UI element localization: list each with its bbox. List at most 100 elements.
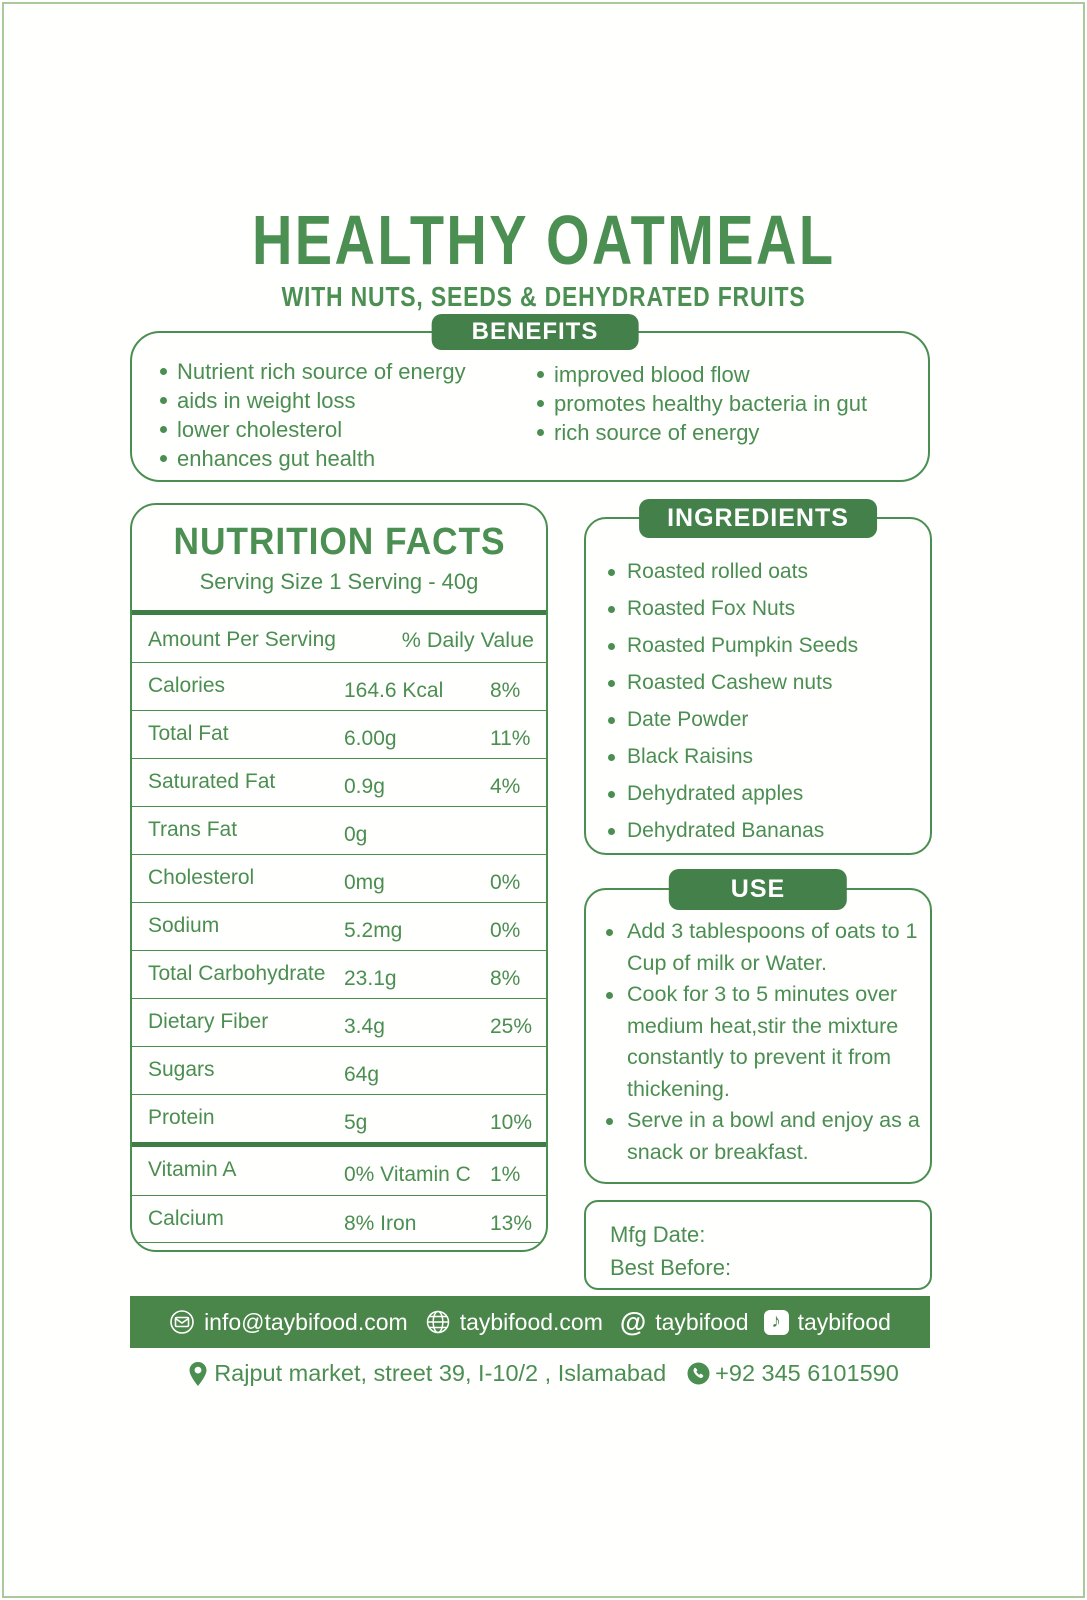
nutrient-label: Vitamin A xyxy=(148,1158,237,1181)
ingredient-text: Dehydrated Bananas xyxy=(627,819,825,842)
nutrient-amount: 0mg xyxy=(344,871,385,894)
address-row: Rajput market, street 39, I-10/2 , Islam… xyxy=(0,1360,1087,1387)
benefit-text: promotes healthy bacteria in gut xyxy=(554,391,868,416)
use-list: Add 3 tablespoons of oats to 1 Cup of mi… xyxy=(606,916,920,1168)
list-item: Roasted Cashew nuts xyxy=(608,672,858,694)
ingredient-text: Roasted Cashew nuts xyxy=(627,671,833,694)
bullet-icon xyxy=(160,426,167,433)
nutrient-dv: 25% xyxy=(490,1015,533,1038)
column-header-dv: % Daily Value xyxy=(401,628,534,652)
nutrient-label: Saturated Fat xyxy=(148,770,276,793)
header: HEALTHY OATMEAL xyxy=(0,205,1087,275)
use-step-text: Add 3 tablespoons of oats to 1 Cup of mi… xyxy=(627,919,918,975)
benefit-text: improved blood flow xyxy=(554,362,750,387)
nutrition-title: NUTRITION FACTS xyxy=(132,523,546,561)
ingredient-text: Roasted Pumpkin Seeds xyxy=(627,634,859,657)
table-row: Saturated Fat 0.9g 4% xyxy=(132,758,546,806)
table-row: Calcium 8% Iron 13% xyxy=(132,1195,546,1243)
ingredients-box: Roasted rolled oats Roasted Fox Nuts Roa… xyxy=(584,517,932,855)
list-item: improved blood flow xyxy=(537,360,867,389)
list-item: Nutrient rich source of energy xyxy=(160,357,466,386)
bullet-icon xyxy=(608,606,615,613)
list-item: promotes healthy bacteria in gut xyxy=(537,389,867,418)
benefit-text: rich source of energy xyxy=(554,420,760,445)
nutrient-label: Sugars xyxy=(148,1058,215,1081)
use-step-text: Cook for 3 to 5 minutes over medium heat… xyxy=(627,982,899,1101)
ingredients-list: Roasted rolled oats Roasted Fox Nuts Roa… xyxy=(608,561,858,857)
ingredient-text: Black Raisins xyxy=(627,745,754,768)
benefits-heading-badge: BENEFITS xyxy=(431,314,639,350)
benefits-box: Nutrient rich source of energy aids in w… xyxy=(130,331,930,482)
page-title: HEALTHY OATMEAL xyxy=(251,201,836,279)
whatsapp-icon xyxy=(686,1361,711,1386)
phone-text: +92 345 6101590 xyxy=(715,1360,899,1386)
instagram-icon: @ xyxy=(619,1306,647,1337)
bullet-icon xyxy=(537,429,544,436)
bullet-icon xyxy=(537,371,544,378)
nutrient-label: Protein xyxy=(148,1106,215,1129)
ingredients-heading-badge: INGREDIENTS xyxy=(639,499,877,538)
bullet-icon xyxy=(608,569,615,576)
ingredient-text: Roasted Fox Nuts xyxy=(627,597,796,620)
bullet-icon xyxy=(608,717,615,724)
mfg-date-label: Mfg Date: xyxy=(610,1222,706,1247)
nutrient-dv: 10% xyxy=(490,1111,533,1134)
divider xyxy=(132,1142,546,1147)
bullet-icon xyxy=(160,368,167,375)
benefit-text: aids in weight loss xyxy=(177,388,356,413)
nutrient-label: Trans Fat xyxy=(148,818,238,841)
nutrient-dv xyxy=(490,1047,546,1094)
nutrient-amount: 164.6 Kcal xyxy=(344,679,444,702)
list-item: Cook for 3 to 5 minutes over medium heat… xyxy=(606,979,920,1105)
bullet-icon xyxy=(537,400,544,407)
nutrition-facts-panel: NUTRITION FACTS Serving Size 1 Serving -… xyxy=(130,503,548,1252)
use-step-text: Serve in a bowl and enjoy as a snack or … xyxy=(627,1108,920,1164)
nutrient-dv: 4% xyxy=(490,775,521,798)
list-item: aids in weight loss xyxy=(160,386,466,415)
table-header-row: Amount Per Serving % Daily Value xyxy=(132,615,546,662)
nutrient-label: Calories xyxy=(148,674,226,697)
ingredient-text: Dehydrated apples xyxy=(627,782,804,805)
bullet-icon xyxy=(608,791,615,798)
benefit-text: Nutrient rich source of energy xyxy=(177,359,466,384)
list-item: Serve in a bowl and enjoy as a snack or … xyxy=(606,1105,920,1168)
bullet-icon xyxy=(606,929,613,936)
benefits-list-right: improved blood flow promotes healthy bac… xyxy=(537,360,867,447)
globe-icon xyxy=(425,1309,451,1335)
column-header-amount: Amount Per Serving xyxy=(148,628,336,651)
nutrient-label: Calcium xyxy=(148,1207,224,1230)
nutrient-label: Total Fat xyxy=(148,722,229,745)
nutrient-dv: 8% xyxy=(490,967,521,990)
nutrient-dv: 0% xyxy=(490,919,521,942)
table-row: Dietary Fiber 3.4g 25% xyxy=(132,998,546,1046)
list-item: Date Powder xyxy=(608,709,858,731)
serving-size: Serving Size 1 Serving - 40g xyxy=(199,569,479,594)
date-box-content: Mfg Date: Best Before: xyxy=(586,1202,930,1284)
table-row: Calories 164.6 Kcal 8% xyxy=(132,662,546,710)
nutrient-dv: 0% xyxy=(490,871,521,894)
bullet-icon xyxy=(160,397,167,404)
nutrient-dv: 13% xyxy=(490,1212,533,1235)
email-text: info@taybifood.com xyxy=(204,1308,408,1335)
nutrient-label: Cholesterol xyxy=(148,866,255,889)
nutrient-label: Total Carbohydrate xyxy=(148,962,326,985)
table-row: Protein 5g 10% xyxy=(132,1094,546,1142)
bullet-icon xyxy=(608,680,615,687)
list-item: rich source of energy xyxy=(537,418,867,447)
contact-footer-bar: info@taybifood.com taybifood.com @ taybi… xyxy=(130,1296,930,1348)
table-row: Sodium 5.2mg 0% xyxy=(132,902,546,950)
nutrient-amount: 6.00g xyxy=(344,727,397,750)
website-text: taybifood.com xyxy=(459,1308,603,1335)
phone-group: +92 345 6101590 xyxy=(686,1360,899,1387)
location-pin-icon xyxy=(188,1361,208,1387)
nutrient-amount: 0.9g xyxy=(344,775,385,798)
benefit-text: enhances gut health xyxy=(177,446,376,471)
list-item: Dehydrated Bananas xyxy=(608,820,858,842)
list-item: Dehydrated apples xyxy=(608,783,858,805)
list-item: Roasted Fox Nuts xyxy=(608,598,858,620)
divider xyxy=(132,610,546,615)
nutrient-dv: 11% xyxy=(490,727,531,750)
email-icon xyxy=(169,1309,195,1335)
nutrient-amount: 8% Iron xyxy=(344,1212,417,1235)
